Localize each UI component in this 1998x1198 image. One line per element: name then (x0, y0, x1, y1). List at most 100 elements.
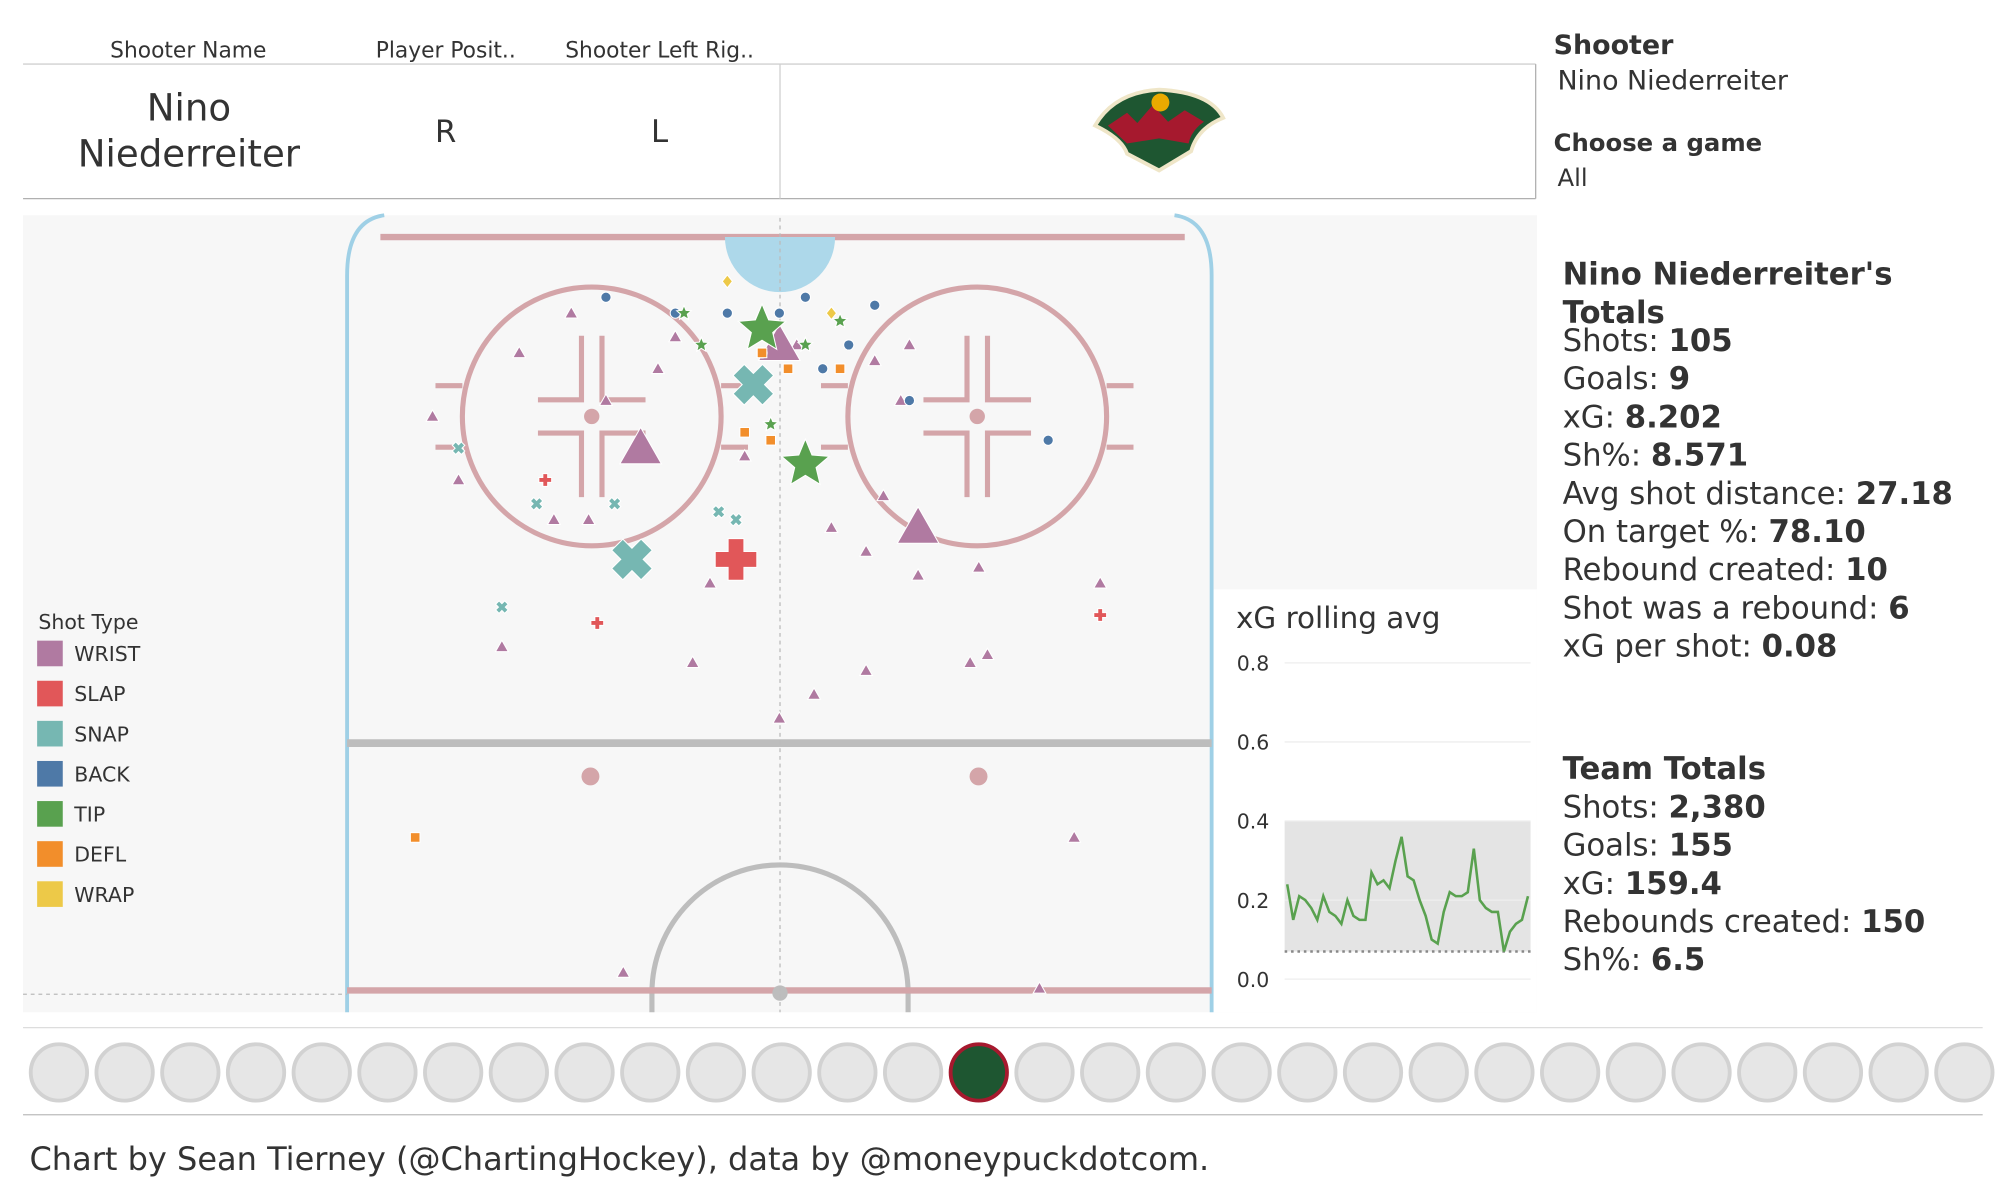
line-title: xG rolling avg (1236, 601, 1441, 635)
total-label: xG per shot: (1563, 629, 1752, 665)
total-value: 6.5 (1651, 942, 1705, 978)
total-value: 159.4 (1625, 866, 1722, 902)
total-value: 0.08 (1762, 629, 1838, 665)
totals-title: Team Totals (1563, 751, 1766, 787)
column-header: Shooter Name (110, 39, 266, 64)
shot (494, 600, 509, 615)
shot (1066, 830, 1082, 843)
shot (824, 520, 839, 533)
totals-title-text: Team Totals (1563, 751, 1766, 787)
shot (739, 426, 750, 438)
filter-value[interactable]: All (1557, 163, 1587, 192)
team-logo[interactable] (1145, 1042, 1207, 1103)
shot (702, 575, 718, 589)
team-strip[interactable] (28, 1042, 1995, 1103)
shot (858, 663, 874, 676)
total-line: Shots: 2,380 (1563, 789, 1766, 825)
shot (610, 538, 653, 581)
team-logo[interactable] (160, 1042, 221, 1103)
team-logo[interactable] (488, 1042, 549, 1103)
rink (23, 213, 1214, 1013)
team-logo[interactable] (817, 1042, 878, 1103)
team-logo[interactable] (948, 1042, 1009, 1103)
team-logo[interactable] (1605, 1042, 1666, 1103)
shot (732, 363, 775, 406)
team-logo[interactable] (423, 1042, 484, 1103)
team-logo[interactable] (1080, 1042, 1141, 1103)
shot (962, 655, 978, 669)
shot (780, 437, 831, 486)
total-label: Rebound created: (1563, 552, 1836, 588)
total-value: 9 (1669, 361, 1690, 397)
shot (876, 488, 891, 502)
shot (409, 832, 421, 843)
team-logo[interactable] (620, 1042, 681, 1103)
team-logo[interactable] (28, 1042, 90, 1103)
total-value: 78.10 (1769, 514, 1866, 550)
total-line: xG: 159.4 (1563, 866, 1722, 902)
column-header: Player Posit.. (376, 39, 516, 64)
shot (825, 305, 838, 321)
team-logo[interactable] (1802, 1042, 1864, 1103)
reference-band (1284, 821, 1531, 952)
shot (1032, 980, 1047, 994)
shot (685, 655, 700, 669)
team-logo[interactable] (94, 1042, 155, 1103)
legend-swatch (37, 760, 63, 787)
y-tick-label: 0.6 (1237, 731, 1270, 755)
shot (618, 426, 663, 465)
line-chart: xG rolling avg 0.0 0.2 0.4 0.6 0.8 (1236, 601, 1531, 992)
total-line: xG per shot: 0.08 (1563, 629, 1838, 665)
total-label: Sh%: (1563, 942, 1642, 978)
team-logo[interactable] (1408, 1042, 1469, 1103)
shot (721, 307, 733, 319)
total-label: Shots: (1563, 789, 1659, 825)
shot (902, 337, 917, 351)
totals-title-text: Totals (1563, 295, 1665, 331)
shot (796, 335, 814, 353)
team-logo[interactable] (1277, 1042, 1338, 1103)
shot (668, 329, 683, 343)
total-value: 6 (1888, 590, 1909, 626)
team-logo[interactable] (882, 1042, 944, 1103)
y-tick-label: 0.2 (1237, 889, 1270, 913)
team-logo[interactable] (357, 1042, 418, 1103)
team-logo[interactable] (1934, 1042, 1995, 1103)
shot (675, 304, 693, 321)
team-logo[interactable] (554, 1042, 615, 1103)
team-logo[interactable] (1342, 1042, 1404, 1103)
total-line: Rebounds created: 150 (1563, 904, 1926, 940)
team-logo[interactable] (225, 1042, 287, 1103)
totals-title-text: Nino Niederreiter's (1563, 256, 1893, 292)
team-logo[interactable] (751, 1042, 812, 1103)
team-logo[interactable] (291, 1042, 352, 1103)
shot (858, 544, 874, 557)
total-line: Shot was a rebound: 6 (1563, 590, 1910, 626)
total-label: Sh%: (1563, 438, 1642, 474)
shot (563, 305, 579, 319)
total-line: Sh%: 6.5 (1563, 942, 1706, 978)
team-logo[interactable] (685, 1042, 747, 1103)
shot (831, 312, 849, 329)
team-logo[interactable] (1014, 1042, 1075, 1103)
shot (451, 472, 466, 486)
team-logo[interactable] (1737, 1042, 1798, 1103)
shot (867, 353, 883, 367)
total-value: 2,380 (1669, 789, 1766, 825)
shot (765, 434, 777, 446)
team-logo[interactable] (1671, 1042, 1732, 1103)
legend-label: SLAP (74, 682, 125, 706)
team-logo[interactable] (1474, 1042, 1535, 1103)
total-label: Goals: (1563, 828, 1659, 864)
shot (511, 345, 527, 359)
total-label: xG: (1563, 866, 1615, 902)
team-logo[interactable] (1540, 1042, 1601, 1103)
shot (971, 559, 987, 573)
team-logo[interactable] (1211, 1042, 1272, 1103)
shot (806, 687, 822, 700)
shot (598, 393, 614, 406)
total-label: xG: (1563, 399, 1615, 435)
team-logo[interactable] (1868, 1042, 1929, 1103)
filter-value[interactable]: Nino Niederreiter (1557, 66, 1788, 97)
